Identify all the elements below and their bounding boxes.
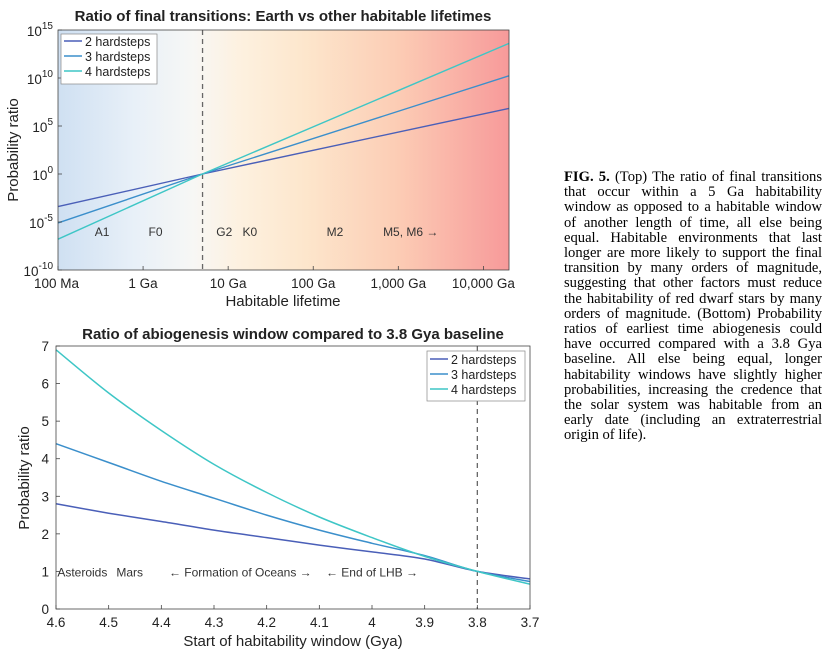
caption-text: (Top) The ratio of final transitions tha… (564, 169, 822, 444)
bottom-y-tick-label: 1 (41, 564, 49, 579)
figure-caption: FIG. 5. (Top) The ratio of final transit… (564, 169, 822, 444)
bottom-x-tick-label: 4.1 (310, 615, 329, 630)
top-x-tick-label: 1,000 Ga (371, 276, 427, 291)
bottom-legend-label: 2 hardsteps (451, 353, 516, 367)
top-plot-frame (57, 29, 510, 271)
bottom-chart: Ratio of abiogenesis window compared to … (16, 326, 539, 650)
bottom-x-tick-label: 3.8 (468, 615, 487, 630)
bottom-annotation: Asteroids (57, 565, 107, 579)
top-chart: Ratio of final transitions: Earth vs oth… (5, 8, 515, 310)
bottom-annotation: ← End of LHB → (326, 565, 418, 579)
bottom-legend-label: 3 hardsteps (451, 368, 516, 382)
bottom-y-tick-label: 0 (41, 602, 49, 617)
bottom-x-axis-label: Start of habitability window (Gya) (183, 633, 402, 650)
top-x-tick-label: 100 Ga (291, 276, 336, 291)
top-x-tick-label: 10 Ga (210, 276, 247, 291)
bottom-x-tick-label: 4.6 (47, 615, 66, 630)
top-y-tick-label: 1015 (27, 21, 54, 39)
bottom-x-tick-label: 4.4 (152, 615, 171, 630)
bottom-x-tick-label: 4.5 (99, 615, 118, 630)
top-x-tick-label: 100 Ma (34, 276, 80, 291)
top-annotation: M5, M6 → (383, 225, 438, 239)
top-y-axis-label: Probability ratio (5, 98, 22, 201)
bottom-chart-title: Ratio of abiogenesis window compared to … (82, 326, 504, 343)
top-x-tick-label: 1 Ga (128, 276, 158, 291)
bottom-y-tick-label: 4 (41, 452, 49, 467)
top-legend-label: 3 hardsteps (85, 50, 150, 64)
top-series-line (57, 42, 510, 240)
top-annotation: K0 (243, 225, 258, 239)
top-x-axis-label: Habitable lifetime (225, 293, 340, 310)
bottom-x-tick-label: 4.3 (205, 615, 224, 630)
top-chart-title: Ratio of final transitions: Earth vs oth… (75, 8, 492, 25)
top-y-tick-label: 100 (32, 165, 53, 183)
top-x-tick-label: 10,000 Ga (452, 276, 516, 291)
bottom-annotation: ← Formation of Oceans → (169, 565, 312, 579)
bottom-annotation: Mars (116, 565, 143, 579)
top-y-tick-label: 10-5 (29, 213, 53, 231)
caption-label: FIG. 5. (564, 169, 610, 185)
bottom-y-tick-label: 5 (41, 414, 49, 429)
top-annotation: A1 (95, 225, 110, 239)
bottom-plot-frame (55, 345, 531, 610)
top-annotation: F0 (149, 225, 163, 239)
bottom-x-tick-label: 3.7 (521, 615, 540, 630)
top-annotation: M2 (327, 225, 344, 239)
top-annotation: G2 (216, 225, 232, 239)
bottom-y-tick-label: 7 (41, 339, 49, 354)
top-y-tick-label: 105 (32, 117, 53, 135)
top-legend-label: 4 hardsteps (85, 65, 150, 79)
bottom-legend-label: 4 hardsteps (451, 383, 516, 397)
bottom-y-tick-label: 3 (41, 489, 49, 504)
bottom-x-tick-label: 4 (368, 615, 376, 630)
bottom-series-line (55, 503, 531, 580)
bottom-series-line (55, 349, 531, 585)
top-y-tick-label: 10-10 (24, 261, 54, 279)
bottom-y-tick-label: 2 (41, 527, 49, 542)
top-legend-label: 2 hardsteps (85, 35, 150, 49)
top-y-tick-label: 1010 (27, 69, 54, 87)
bottom-x-tick-label: 4.2 (257, 615, 276, 630)
bottom-y-tick-label: 6 (41, 377, 49, 392)
bottom-x-tick-label: 3.9 (415, 615, 434, 630)
bottom-y-axis-label: Probability ratio (16, 426, 33, 529)
bottom-series-line (55, 442, 531, 583)
